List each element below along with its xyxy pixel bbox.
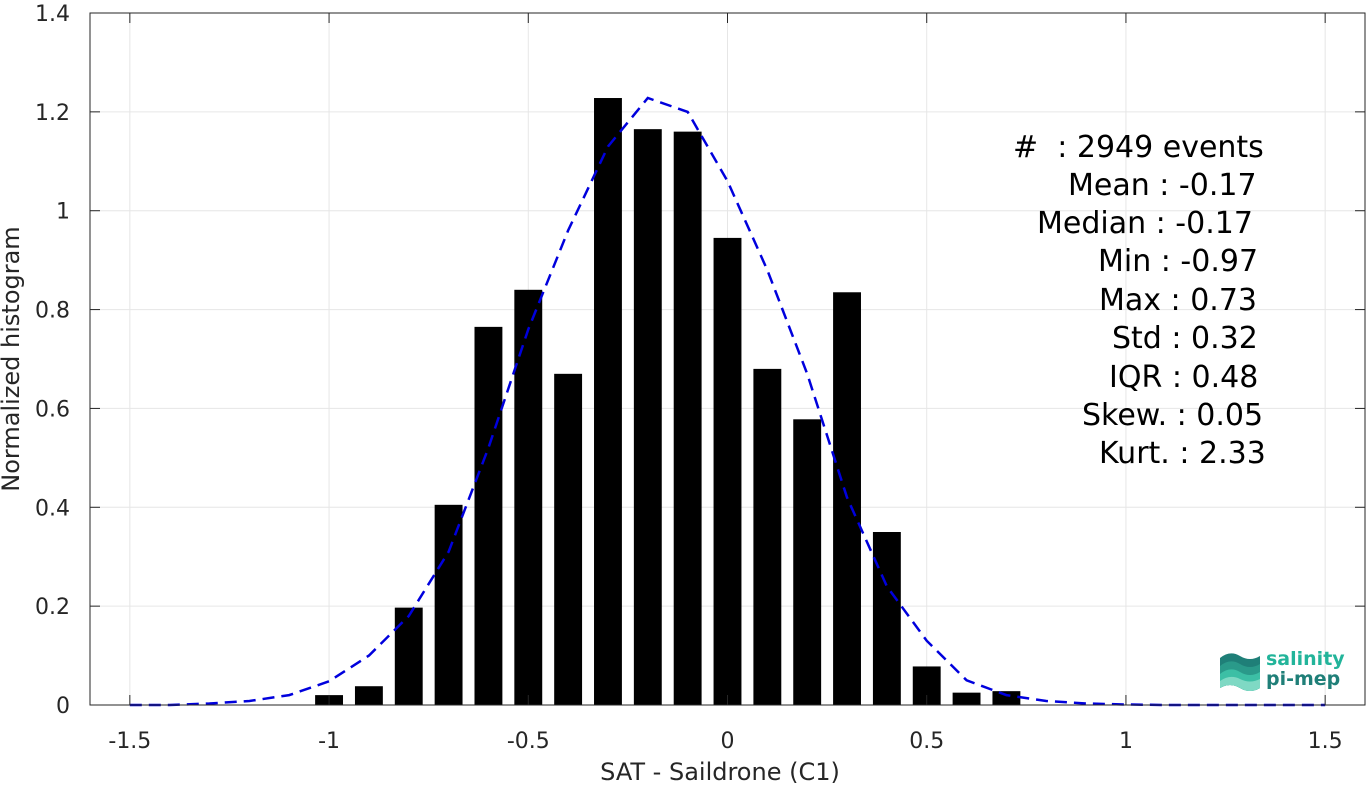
histogram-bar xyxy=(554,373,583,705)
histogram-bar xyxy=(394,607,423,705)
y-axis-label: Normalized histogram xyxy=(0,226,25,491)
histogram-bar xyxy=(673,131,702,706)
stat-median: Median : -0.17 xyxy=(1037,206,1253,241)
histogram-bar xyxy=(354,686,383,705)
stat-skew: Skew. : 0.05 xyxy=(1082,398,1264,433)
y-tick-labels: 0 0.2 0.4 0.6 0.8 1 1.2 1.4 xyxy=(35,2,70,719)
histogram-bar xyxy=(633,129,662,705)
histogram-bar xyxy=(713,237,742,705)
logo-text-pi-mep: pi-mep xyxy=(1266,668,1341,690)
x-tick-label: 1.5 xyxy=(1308,729,1343,754)
salinity-pi-mep-logo: salinity pi-mep xyxy=(1216,646,1346,696)
y-tick-label: 0.4 xyxy=(35,496,70,521)
x-tick-label: -1.5 xyxy=(108,729,151,754)
x-tick-label: -0.5 xyxy=(507,729,550,754)
y-tick-label: 0.8 xyxy=(35,299,70,324)
x-tick-label: -1 xyxy=(318,729,340,754)
y-tick-label: 1.2 xyxy=(35,101,70,126)
histogram-bars xyxy=(315,98,1021,706)
stat-iqr: IQR : 0.48 xyxy=(1109,360,1259,395)
histogram-bar xyxy=(514,289,543,705)
stat-max: Max : 0.73 xyxy=(1099,283,1257,318)
wave-logo-icon xyxy=(1220,653,1260,691)
histogram-bar xyxy=(872,532,901,705)
x-tick-label: 0.5 xyxy=(909,729,944,754)
stat-kurt: Kurt. : 2.33 xyxy=(1099,436,1266,471)
y-tick-label: 1 xyxy=(56,200,70,225)
histogram-bar xyxy=(594,98,622,705)
histogram-bar xyxy=(474,326,503,705)
stat-std: Std : 0.32 xyxy=(1112,321,1258,356)
y-tick-label: 0 xyxy=(56,694,70,719)
y-tick-label: 1.4 xyxy=(35,2,70,27)
logo-text-salinity: salinity xyxy=(1266,648,1345,670)
histogram-bar xyxy=(992,691,1021,705)
histogram-bar xyxy=(793,419,822,705)
stat-min: Min : -0.97 xyxy=(1098,244,1259,279)
x-tick-label: 1 xyxy=(1119,729,1133,754)
y-tick-label: 0.6 xyxy=(35,397,70,422)
grid-lines xyxy=(90,12,1365,706)
histogram-bar xyxy=(952,692,981,705)
y-tick-label: 0.2 xyxy=(35,595,70,620)
histogram-bar xyxy=(753,368,782,705)
histogram-bar xyxy=(434,504,463,705)
x-tick-label: 0 xyxy=(721,729,735,754)
stat-mean: Mean : -0.17 xyxy=(1068,168,1257,203)
x-axis-label: SAT - Saildrone (C1) xyxy=(600,758,840,785)
stat-events: # : 2949 events xyxy=(1013,130,1264,165)
axes xyxy=(89,12,1366,706)
x-tick-labels: -1.5 -1 -0.5 0 0.5 1 1.5 xyxy=(108,729,1342,754)
